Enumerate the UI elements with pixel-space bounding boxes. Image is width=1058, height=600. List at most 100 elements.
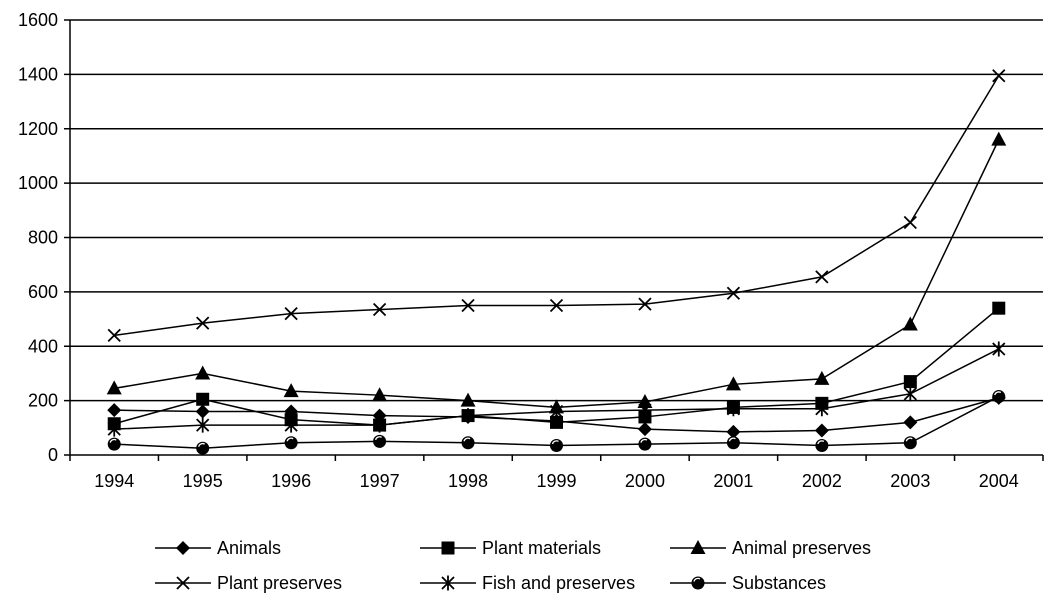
- data-point: [815, 270, 829, 284]
- y-tick-label: 1600: [18, 10, 58, 30]
- data-point: [903, 375, 917, 389]
- series-line: [114, 75, 1000, 337]
- legend-label: Fish and preserves: [482, 573, 635, 593]
- legend-item: Substances: [670, 573, 826, 593]
- series-substances: [107, 390, 1006, 455]
- x-tick-label: 2004: [979, 471, 1019, 491]
- x-tick-label: 2002: [802, 471, 842, 491]
- legend-marker: [690, 540, 706, 554]
- data-point: [461, 408, 475, 424]
- legend-marker: [176, 541, 190, 555]
- data-point: [637, 393, 653, 408]
- data-point: [903, 215, 917, 230]
- data-point: [196, 417, 210, 433]
- legend-item: Plant preserves: [155, 573, 342, 593]
- data-point: [992, 301, 1006, 315]
- x-tick-label: 1997: [360, 471, 400, 491]
- data-point: [638, 437, 652, 451]
- x-tick-label: 1995: [183, 471, 223, 491]
- data-point: [903, 386, 917, 402]
- y-tick-label: 800: [28, 228, 58, 248]
- legend-item: Plant materials: [420, 538, 601, 558]
- data-point: [991, 131, 1007, 146]
- legend-marker: [441, 575, 455, 591]
- y-tick-label: 1400: [18, 64, 58, 84]
- data-point: [903, 415, 918, 430]
- data-point: [549, 298, 564, 313]
- data-point: [638, 402, 652, 418]
- legend-label: Substances: [732, 573, 826, 593]
- data-point: [372, 387, 388, 402]
- data-point: [461, 298, 475, 313]
- axes: 0 200 400 600 800 1000 1200 1400 1600 1994 1995 199…: [18, 10, 1044, 491]
- data-point: [283, 383, 299, 398]
- legend-label: Plant preserves: [217, 573, 342, 593]
- data-point: [992, 341, 1006, 357]
- data-point: [814, 423, 829, 438]
- series-line: [114, 139, 1000, 409]
- legend: Animals Plant materials Animal preserves Pl…: [155, 538, 871, 593]
- data-point: [372, 302, 387, 317]
- gridlines: [70, 19, 1043, 402]
- y-tick-label: 400: [28, 336, 58, 356]
- data-point: [372, 417, 387, 433]
- x-tick-label: 2003: [890, 471, 930, 491]
- data-point: [461, 436, 475, 450]
- data-point: [284, 436, 298, 450]
- y-tick-label: 0: [48, 445, 58, 465]
- data-point: [460, 392, 476, 407]
- legend-item: Animals: [155, 538, 281, 558]
- data-point: [107, 437, 121, 451]
- series-plant-preserves: [107, 69, 1006, 343]
- data-point: [992, 69, 1006, 83]
- x-tick-label: 1994: [94, 471, 134, 491]
- y-tick-label: 1000: [18, 173, 58, 193]
- data-point: [549, 404, 564, 419]
- data-point: [196, 392, 210, 406]
- legend-label: Animals: [217, 538, 281, 558]
- data-point: [107, 421, 121, 437]
- y-tick-label: 600: [28, 282, 58, 302]
- data-point: [284, 306, 298, 321]
- data-point: [725, 376, 741, 391]
- x-tick-label: 2000: [625, 471, 665, 491]
- data-point: [637, 422, 652, 437]
- x-tick-label: 2001: [713, 471, 753, 491]
- data-point: [196, 441, 210, 455]
- data-point: [550, 415, 563, 429]
- data-point: [814, 370, 830, 385]
- legend-marker: [441, 541, 455, 555]
- series-fish-and-preserves: [107, 341, 1006, 437]
- data-point: [726, 401, 741, 417]
- data-point: [903, 436, 917, 450]
- data-point: [726, 286, 741, 300]
- y-tick-label: 200: [28, 391, 58, 411]
- data-point: [196, 316, 210, 330]
- legend-item: Animal preserves: [670, 538, 871, 558]
- x-tick-label: 1998: [448, 471, 488, 491]
- data-point: [726, 436, 740, 450]
- data-point: [195, 365, 211, 380]
- data-point: [638, 297, 652, 311]
- data-point: [284, 417, 298, 433]
- data-point: [107, 328, 121, 343]
- legend-item: Fish and preserves: [420, 573, 635, 593]
- x-tick-label: 1996: [271, 471, 311, 491]
- legend-marker: [176, 576, 190, 590]
- data-point: [726, 424, 741, 439]
- data-point: [550, 438, 563, 452]
- data-point: [815, 401, 829, 417]
- x-tick-label: 1999: [536, 471, 576, 491]
- series-animal-preserves: [106, 131, 1007, 414]
- data-point: [107, 403, 122, 418]
- data-point: [902, 316, 918, 331]
- data-point: [815, 438, 829, 452]
- legend-label: Plant materials: [482, 538, 601, 558]
- series-group: [106, 69, 1007, 455]
- data-point: [106, 380, 122, 395]
- y-tick-label: 1200: [18, 119, 58, 139]
- legend-marker: [691, 576, 705, 590]
- data-point: [195, 404, 210, 419]
- legend-label: Animal preserves: [732, 538, 871, 558]
